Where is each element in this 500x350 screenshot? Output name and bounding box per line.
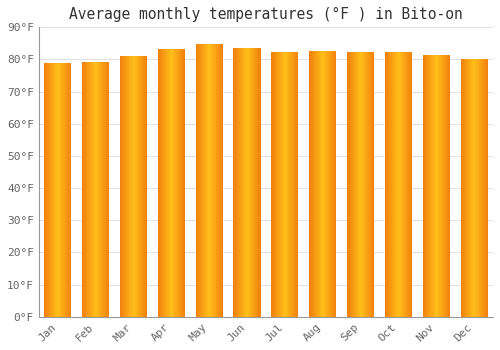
Title: Average monthly temperatures (°F ) in Bito-on: Average monthly temperatures (°F ) in Bi…: [69, 7, 463, 22]
